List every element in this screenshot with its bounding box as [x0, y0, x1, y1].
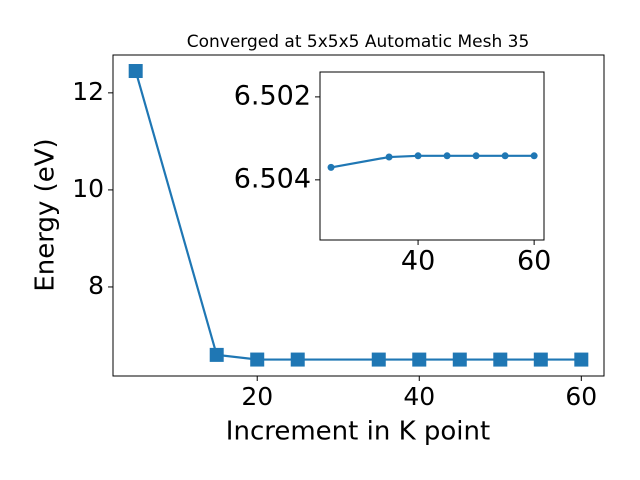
marker	[472, 152, 480, 160]
y-tick-label: 8	[88, 271, 104, 300]
marker	[290, 352, 305, 367]
y-tick-label: 6.502	[234, 80, 311, 111]
marker	[128, 64, 143, 79]
marker	[501, 152, 509, 160]
x-tick-label: 40	[401, 246, 435, 277]
marker	[443, 152, 451, 160]
x-tick-label: 60	[565, 382, 597, 411]
x-tick-label: 60	[517, 246, 551, 277]
marker	[530, 152, 538, 160]
series-line	[134, 70, 582, 361]
marker	[574, 352, 589, 367]
x-axis-label: Increment in K point	[226, 417, 490, 447]
y-tick-label: 10	[72, 174, 104, 203]
marker	[412, 352, 427, 367]
y-tick-label: 12	[72, 77, 104, 106]
marker	[493, 352, 508, 367]
marker	[533, 352, 548, 367]
y-tick-label: 6.504	[234, 163, 311, 194]
chart-title: Converged at 5x5x5 Automatic Mesh 35	[187, 32, 530, 52]
marker	[250, 352, 265, 367]
x-tick-label: 40	[403, 382, 435, 411]
marker	[452, 352, 467, 367]
marker	[371, 352, 386, 367]
marker	[327, 163, 335, 171]
y-axis-label: Energy (eV)	[31, 138, 61, 291]
x-tick-label: 20	[241, 382, 273, 411]
marker	[209, 347, 224, 362]
marker	[385, 153, 393, 161]
marker	[414, 152, 422, 160]
